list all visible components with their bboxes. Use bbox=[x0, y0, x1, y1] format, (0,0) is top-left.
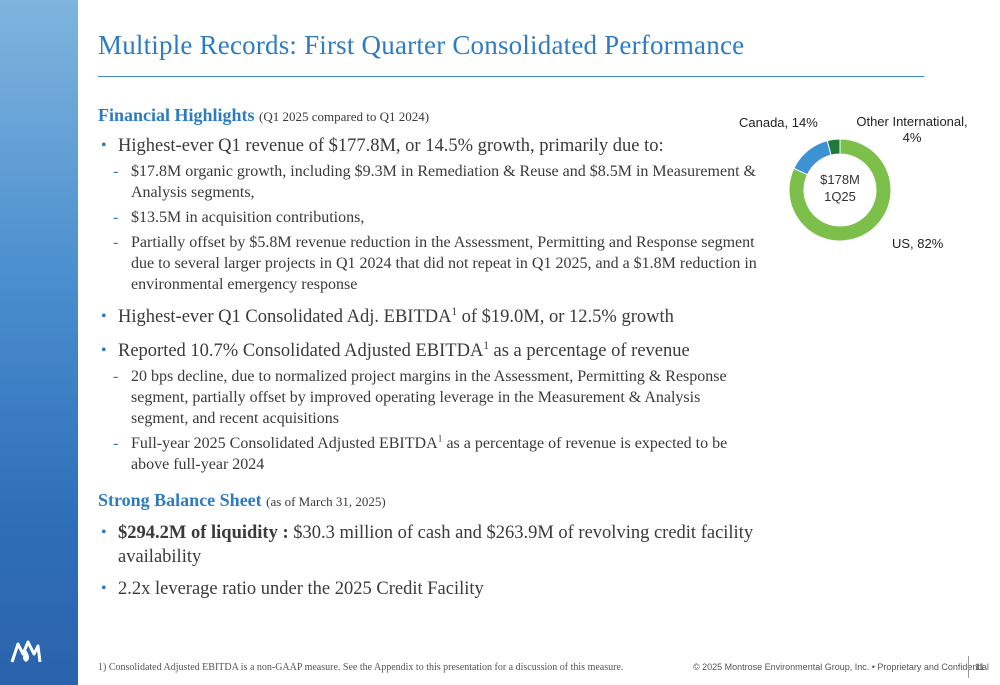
financial-subheading: (Q1 2025 compared to Q1 2024) bbox=[259, 109, 430, 124]
sub-bullet-offset: - Partially offset by $5.8M revenue redu… bbox=[98, 232, 758, 295]
sub-bullet-text-post: as a percentage of revenue is expected t… bbox=[131, 435, 728, 473]
slice-label-us: US, 82% bbox=[892, 236, 944, 251]
donut-slice-us bbox=[788, 138, 892, 242]
footer-divider bbox=[968, 656, 969, 678]
revenue-donut-chart: $178M 1Q25 Canada, 14% Other Internation… bbox=[720, 108, 1000, 268]
chart-center-label: $178M 1Q25 bbox=[808, 171, 872, 205]
sub-bullet-text: $17.8M organic growth, including $9.3M i… bbox=[131, 163, 756, 201]
donut-svg bbox=[788, 138, 892, 242]
slice-label-other-international: Other International, 4% bbox=[856, 114, 968, 145]
sub-bullet-organic: - $17.8M organic growth, including $9.3M… bbox=[98, 161, 758, 203]
bullet-text-pre: Reported 10.7% Consolidated Adjusted EBI… bbox=[118, 341, 484, 361]
balance-subheading: (as of March 31, 2025) bbox=[266, 494, 386, 509]
sub-bullet-text: Partially offset by $5.8M revenue reduct… bbox=[131, 234, 757, 293]
bullet-leverage: • 2.2x leverage ratio under the 2025 Cre… bbox=[98, 577, 758, 601]
donut-slice-other-international bbox=[826, 138, 841, 156]
bullet-ebitda-margin: • Reported 10.7% Consolidated Adjusted E… bbox=[98, 339, 758, 363]
sub-bullet-text: $13.5M in acquisition contributions, bbox=[131, 209, 365, 226]
bullet-revenue: • Highest-ever Q1 revenue of $177.8M, or… bbox=[98, 134, 758, 158]
dash-marker: - bbox=[113, 209, 119, 226]
balance-heading-text: Strong Balance Sheet bbox=[98, 490, 262, 510]
dash-marker: - bbox=[113, 163, 119, 180]
dash-marker: - bbox=[113, 435, 119, 452]
financial-heading-text: Financial Highlights bbox=[98, 105, 255, 125]
balance-sheet-heading: Strong Balance Sheet (as of March 31, 20… bbox=[98, 489, 758, 513]
donut-slice-canada bbox=[793, 139, 832, 176]
bullet-dot: • bbox=[101, 580, 107, 597]
center-period: 1Q25 bbox=[824, 189, 856, 204]
bullet-dot: • bbox=[101, 137, 107, 154]
copyright: © 2025 Montrose Environmental Group, Inc… bbox=[693, 662, 989, 672]
financial-highlights-heading: Financial Highlights (Q1 2025 compared t… bbox=[98, 104, 758, 128]
bullet-dot: • bbox=[101, 524, 107, 541]
footnote: 1) Consolidated Adjusted EBITDA is a non… bbox=[98, 662, 624, 673]
sub-bullet-fy2025: - Full-year 2025 Consolidated Adjusted E… bbox=[98, 433, 758, 475]
liquidity-bold-text: $294.2M of liquidity : bbox=[118, 523, 289, 543]
sub-bullet-bps: - 20 bps decline, due to normalized proj… bbox=[98, 366, 758, 429]
dash-marker: - bbox=[113, 368, 119, 385]
sub-bullet-text: 20 bps decline, due to normalized projec… bbox=[131, 368, 727, 427]
page-title: Multiple Records: First Quarter Consolid… bbox=[98, 30, 745, 60]
liquidity-text: $30.3 million of cash and $263.9M of rev… bbox=[118, 523, 754, 567]
footnote-ref: 1 bbox=[483, 339, 489, 352]
bullet-text-post: of $19.0M, or 12.5% growth bbox=[457, 307, 674, 327]
brand-sidebar bbox=[0, 0, 78, 685]
page-number: 11 bbox=[975, 662, 985, 672]
bullet-text-post: as a percentage of revenue bbox=[488, 341, 690, 361]
footnote-ref: 1 bbox=[451, 305, 458, 318]
bullet-text-pre: Highest-ever Q1 Consolidated Adj. EBITDA bbox=[118, 307, 452, 327]
montrose-logo-icon bbox=[10, 640, 42, 663]
dash-marker: - bbox=[113, 234, 119, 251]
bullet-text: 2.2x leverage ratio under the 2025 Credi… bbox=[118, 579, 484, 599]
title-divider bbox=[98, 76, 924, 77]
footnote-ref: 1 bbox=[437, 433, 443, 445]
bullet-dot: • bbox=[101, 342, 107, 359]
slice-label-canada: Canada, 14% bbox=[739, 115, 818, 130]
sub-bullet-text-pre: Full-year 2025 Consolidated Adjusted EBI… bbox=[131, 435, 438, 452]
center-value: $178M bbox=[820, 172, 860, 187]
bullet-liquidity: • $294.2M of liquidity : $30.3 million o… bbox=[98, 521, 758, 569]
bullet-dot: • bbox=[101, 308, 107, 325]
bullet-text: Highest-ever Q1 revenue of $177.8M, or 1… bbox=[118, 136, 664, 156]
bullet-ebitda: • Highest-ever Q1 Consolidated Adj. EBIT… bbox=[98, 305, 758, 329]
main-content: Financial Highlights (Q1 2025 compared t… bbox=[98, 104, 758, 601]
sub-bullet-acquisition: - $13.5M in acquisition contributions, bbox=[98, 207, 758, 228]
